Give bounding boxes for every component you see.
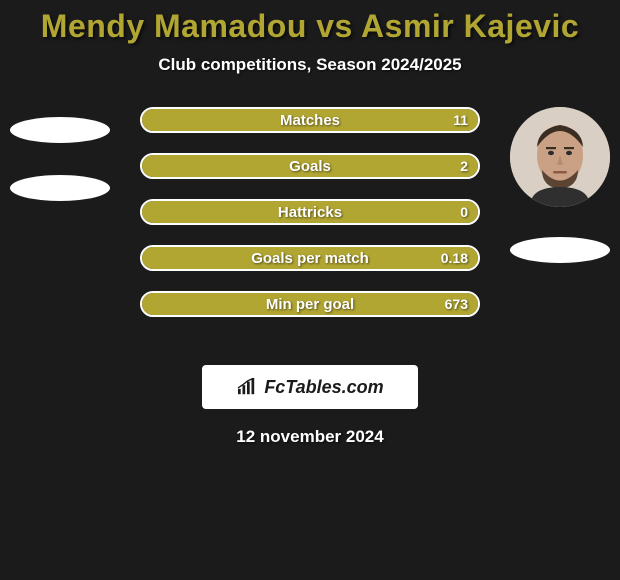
stat-bar-fill-right [142,109,478,131]
comparison-content: Matches 11 Goals 2 Hattricks 0 Goal [0,107,620,347]
page-root: Mendy Mamadou vs Asmir Kajevic Club comp… [0,0,620,580]
stat-bar-fill-right [142,293,478,315]
date-text: 12 november 2024 [0,427,620,447]
bar-chart-icon [236,378,258,396]
stat-bar-fill-right [142,155,478,177]
player-left-name-placeholder [10,175,110,201]
stat-bars: Matches 11 Goals 2 Hattricks 0 Goal [140,107,480,317]
stat-bar-fill-right [142,247,478,269]
stat-bar-matches: Matches 11 [140,107,480,133]
stat-value-right: 0.18 [441,247,468,269]
player-right-avatar [510,107,610,207]
player-right-column [500,107,620,263]
stat-bar-goals: Goals 2 [140,153,480,179]
stat-bar-hattricks: Hattricks 0 [140,199,480,225]
player-right-avatar-image [510,107,610,207]
player-right-name-placeholder [510,237,610,263]
stat-bar-min-per-goal: Min per goal 673 [140,291,480,317]
stat-value-right: 0 [460,201,468,223]
stat-bar-fill-right [142,201,478,223]
brand-text: FcTables.com [264,377,383,398]
page-subtitle: Club competitions, Season 2024/2025 [0,55,620,75]
stat-value-right: 11 [453,109,468,131]
player-left-column [0,107,120,201]
stat-value-right: 2 [460,155,468,177]
stat-bar-goals-per-match: Goals per match 0.18 [140,245,480,271]
page-title: Mendy Mamadou vs Asmir Kajevic [0,0,620,45]
brand-badge[interactable]: FcTables.com [202,365,418,409]
player-left-avatar-placeholder [10,117,110,143]
stat-value-right: 673 [445,293,468,315]
